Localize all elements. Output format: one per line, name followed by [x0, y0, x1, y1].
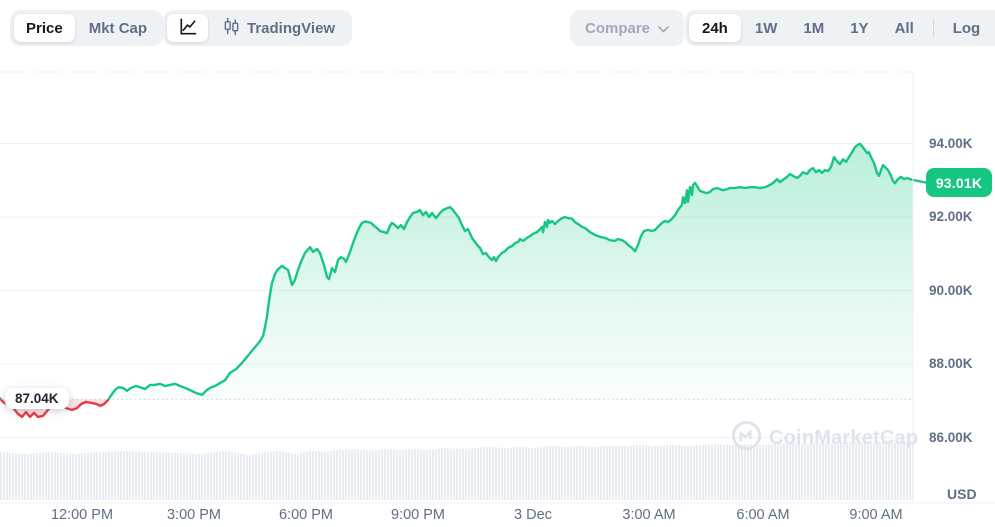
y-axis-tick: 92.00K: [929, 209, 973, 224]
open-price-label: 87.04K: [5, 388, 69, 409]
x-axis-tick: 3:00 PM: [167, 507, 221, 523]
chart-type-toggle: TradingView: [163, 10, 353, 46]
tradingview-label: TradingView: [247, 19, 336, 37]
range-button-1w[interactable]: 1W: [743, 14, 790, 42]
coinmarketcap-logo-icon: [731, 420, 762, 457]
y-axis-tick: 86.00K: [929, 429, 973, 445]
log-scale-button[interactable]: Log: [941, 14, 993, 42]
range-button-24h[interactable]: 24h: [689, 14, 741, 42]
price-mktcap-toggle: Price Mkt Cap: [10, 10, 164, 46]
tradingview-toggle[interactable]: TradingView: [210, 14, 348, 42]
range-button-all[interactable]: All: [883, 14, 926, 42]
y-axis-tick: 94.00K: [929, 135, 973, 151]
range-button-1m[interactable]: 1M: [791, 14, 836, 42]
mktcap-tab[interactable]: Mkt Cap: [77, 14, 159, 42]
x-axis-tick: 9:00 AM: [849, 507, 903, 523]
x-axis-tick: 9:00 PM: [391, 507, 445, 523]
x-axis-tick: 3:00 AM: [622, 507, 676, 523]
line-chart-icon: [177, 16, 198, 40]
candlestick-icon: [223, 17, 240, 39]
line-chart-toggle[interactable]: [167, 14, 208, 42]
divider: [932, 19, 934, 37]
price-tab[interactable]: Price: [14, 14, 75, 42]
watermark-label: CoinMarketCap: [769, 427, 919, 449]
y-axis-tick: 90.00K: [929, 282, 973, 298]
y-axis-tick: 88.00K: [929, 356, 973, 371]
compare-button[interactable]: Compare: [570, 10, 685, 46]
coinmarketcap-watermark: CoinMarketCap: [731, 420, 918, 457]
x-axis-tick: 6:00 AM: [736, 507, 790, 523]
time-range-group: 24h 1W 1M 1Y All Log: [685, 10, 995, 46]
chevron-down-icon: [658, 20, 669, 37]
x-axis-tick: 12:00 PM: [50, 507, 114, 523]
price-chart[interactable]: [0, 70, 995, 507]
compare-label: Compare: [585, 19, 651, 37]
currency-unit-label: USD: [947, 486, 977, 502]
current-price-badge: 93.01K: [926, 168, 992, 197]
x-axis-tick: 6:00 PM: [279, 507, 333, 523]
range-button-1y[interactable]: 1Y: [838, 14, 880, 42]
x-axis-tick: 3 Dec: [514, 507, 552, 523]
